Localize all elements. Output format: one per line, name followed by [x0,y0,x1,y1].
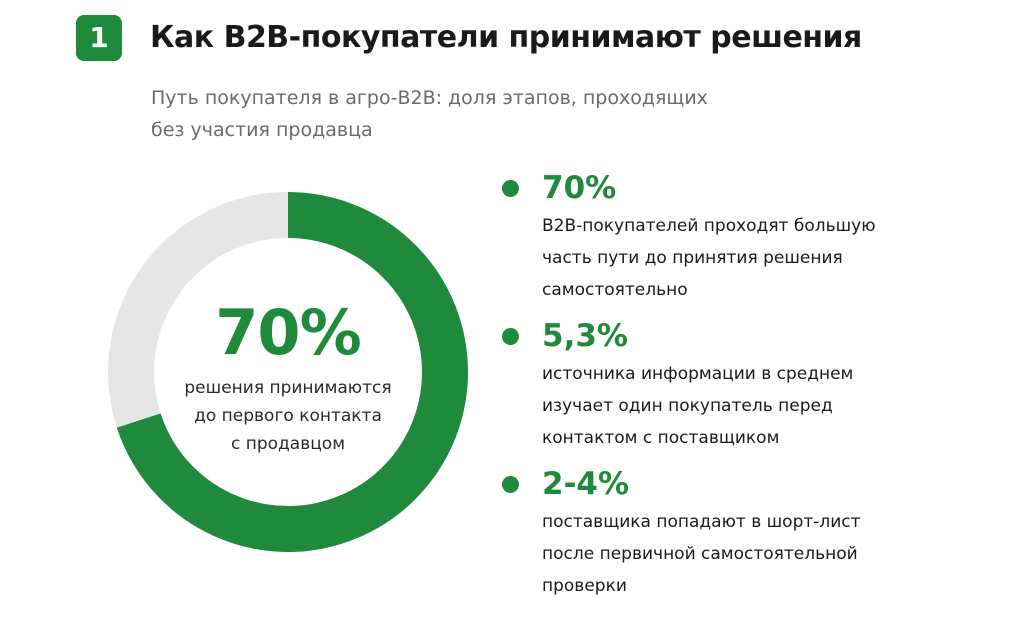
stat-value: 2-4% [542,466,630,502]
stat-description: источника информации в среднем изучает о… [542,358,853,454]
caption-line: до первого контакта [194,406,382,426]
subtitle-line: без участия продавца [151,119,373,141]
donut-center-caption: решения принимаются до первого контакта … [150,374,426,458]
page-subtitle: Путь покупателя в агро-B2B: доля этапов,… [151,82,708,146]
bullet-dot-icon [502,180,519,197]
desc-line: изучает один покупатель перед [542,396,833,416]
bullet-dot-icon [502,476,519,493]
donut-center-value: 70% [215,296,361,369]
desc-line: B2B-покупателей проходят большую [542,216,876,236]
desc-line: после первичной самостоятельной [542,544,858,564]
stat-description: B2B-покупателей проходят большую часть п… [542,210,876,306]
stat-value: 5,3% [542,318,628,354]
desc-line: самостоятельно [542,280,688,300]
bullet-dot-icon [502,328,519,345]
stat-value: 70% [542,170,617,206]
page-title: Как B2B-покупатели принимают решения [150,20,862,55]
section-number-badge: 1 [76,15,122,61]
desc-line: контактом с поставщиком [542,428,780,448]
desc-line: проверки [542,576,627,596]
caption-line: решения принимаются [184,378,392,398]
desc-line: часть пути до принятия решения [542,248,843,268]
donut-center: 70% решения принимаются до первого конта… [150,292,426,458]
desc-line: поставщика попадают в шорт-лист [542,512,861,532]
caption-line: с продавцом [230,434,346,454]
desc-line: источника информации в среднем [542,364,854,384]
subtitle-line: Путь покупателя в агро-B2B: доля этапов,… [151,87,708,109]
stat-description: поставщика попадают в шорт-лист после пе… [542,506,861,602]
